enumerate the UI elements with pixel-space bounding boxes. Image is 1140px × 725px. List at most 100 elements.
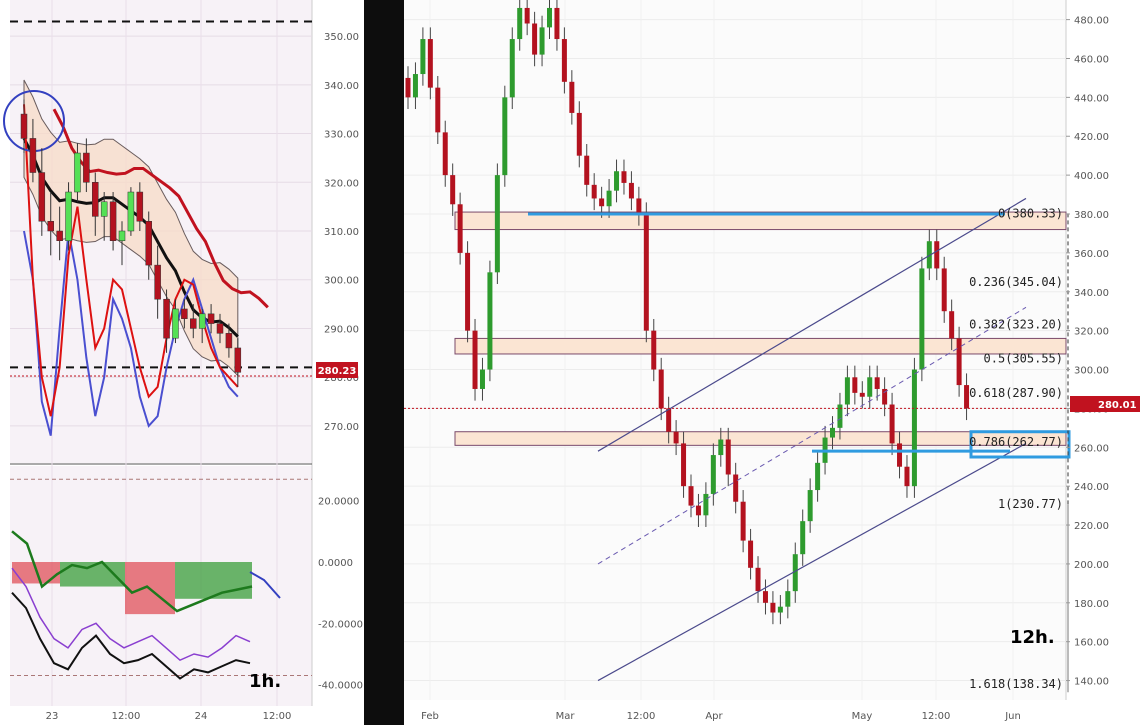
right-candle-body — [509, 39, 515, 98]
right-x-tick: Feb — [421, 711, 439, 722]
oscillator-signal-line — [11, 591, 251, 680]
left-y-tick: 300.00 — [324, 276, 359, 287]
right-candle-body — [815, 462, 821, 491]
right-candle-body — [762, 591, 768, 603]
right-y-tick: 380.00 — [1074, 210, 1109, 221]
left-last-price-tag: 280.23 — [316, 362, 358, 378]
left-candle-body — [83, 152, 90, 183]
right-candle-body — [561, 39, 567, 82]
left-candle-body — [181, 308, 188, 319]
right-candle-body — [725, 439, 731, 475]
left-candle-body — [74, 152, 81, 193]
right-candle-body — [911, 369, 917, 487]
right-candle-body — [807, 490, 813, 522]
fib-label: 0.382(323.20) — [969, 317, 1063, 331]
right-candle-body — [688, 486, 694, 506]
right-candle-body — [926, 241, 932, 269]
left-candle-body — [118, 230, 126, 241]
right-candle-body — [949, 311, 955, 339]
right-x-tick: Jun — [1004, 711, 1021, 722]
right-x-tick: Mar — [556, 711, 576, 722]
right-price-zone — [454, 337, 1067, 355]
oscillator-histogram-block — [175, 562, 252, 599]
right-candle-body — [584, 155, 590, 185]
right-candle-body — [591, 184, 597, 199]
oscillator-macd-line — [11, 530, 253, 613]
left-oscillator-blue — [23, 230, 239, 436]
left-candle-body — [56, 230, 63, 241]
left-candle-body — [163, 298, 170, 339]
channel-lower-line — [597, 442, 1027, 682]
right-candle-body — [740, 501, 746, 541]
left-y-tick: 320.00 — [324, 178, 359, 189]
oscillator-y-tick: 20.0000 — [318, 497, 359, 508]
oscillator-arrow-annotation — [249, 571, 281, 599]
right-candle-body — [636, 198, 642, 215]
right-candle-body — [420, 39, 426, 75]
right-last-price-tag: 280.01 — [1070, 396, 1140, 412]
left-x-tick: 24 — [195, 711, 208, 722]
right-candle-body — [442, 132, 448, 176]
right-candle-body — [852, 377, 858, 393]
right-x-tick: Apr — [705, 711, 723, 722]
fib-label: 0.618(287.90) — [969, 386, 1063, 400]
right-candle-body — [606, 190, 612, 207]
right-candle-body — [628, 182, 634, 199]
oscillator-fast-line — [11, 567, 251, 662]
right-candle-body — [755, 567, 761, 592]
right-candle-body — [472, 330, 478, 389]
right-candle-body — [874, 377, 880, 389]
fib-label: 0.786(262.77) — [969, 435, 1063, 449]
left-last-price-label: 280.23 — [318, 366, 357, 377]
right-candle-body — [964, 385, 970, 409]
oscillator-y-tick: -40.0000 — [318, 681, 363, 692]
right-candle-body — [524, 7, 530, 24]
right-candle-body — [465, 252, 471, 331]
right-y-tick: 240.00 — [1074, 482, 1109, 493]
right-last-price-label: 280.01 — [1098, 400, 1137, 411]
right-x-tick: May — [852, 711, 873, 722]
right-y-tick: 220.00 — [1074, 521, 1109, 532]
right-candle-body — [457, 204, 463, 253]
right-candle-body — [412, 74, 418, 98]
left-x-tick: 12:00 — [112, 711, 141, 722]
right-candle-body — [614, 171, 620, 191]
left-candle-body — [29, 138, 37, 173]
right-candle-body — [517, 7, 523, 40]
right-y-tick: 360.00 — [1074, 249, 1109, 260]
left-candle-body — [216, 323, 224, 334]
left-timeframe-label: 1h. — [249, 671, 281, 692]
right-candle-body — [844, 377, 850, 405]
left-candle-body — [190, 318, 197, 329]
left-y-tick: 290.00 — [324, 324, 359, 335]
right-candle-body — [450, 175, 456, 205]
left-candle-body — [65, 191, 72, 241]
right-candle-body — [666, 408, 672, 432]
left-candle-body — [145, 221, 152, 266]
right-candle-body — [897, 443, 903, 467]
right-y-tick: 320.00 — [1074, 327, 1109, 338]
right-candle-body — [837, 404, 843, 428]
right-candle-body — [934, 241, 940, 269]
right-y-tick: 460.00 — [1074, 54, 1109, 65]
left-y-tick: 310.00 — [324, 227, 359, 238]
left-candle-body — [20, 113, 28, 139]
right-candle-body — [673, 431, 679, 444]
oscillator-y-tick: 0.0000 — [318, 558, 353, 569]
right-candle-body — [770, 602, 776, 613]
left-candle-body — [127, 191, 135, 232]
right-candle-body — [904, 466, 910, 487]
right-price-zone — [454, 211, 1067, 231]
right-y-tick: 440.00 — [1074, 93, 1109, 104]
right-candle-body — [487, 272, 493, 370]
right-candle-body — [882, 388, 888, 405]
right-candle-body — [859, 392, 865, 397]
left-candle-body — [109, 201, 117, 241]
right-y-tick: 160.00 — [1074, 638, 1109, 649]
right-y-tick: 140.00 — [1074, 677, 1109, 688]
right-candle-body — [658, 369, 664, 409]
right-candle-body — [695, 505, 701, 516]
channel-mid-line — [597, 306, 1027, 565]
left-candle-body — [92, 182, 99, 217]
